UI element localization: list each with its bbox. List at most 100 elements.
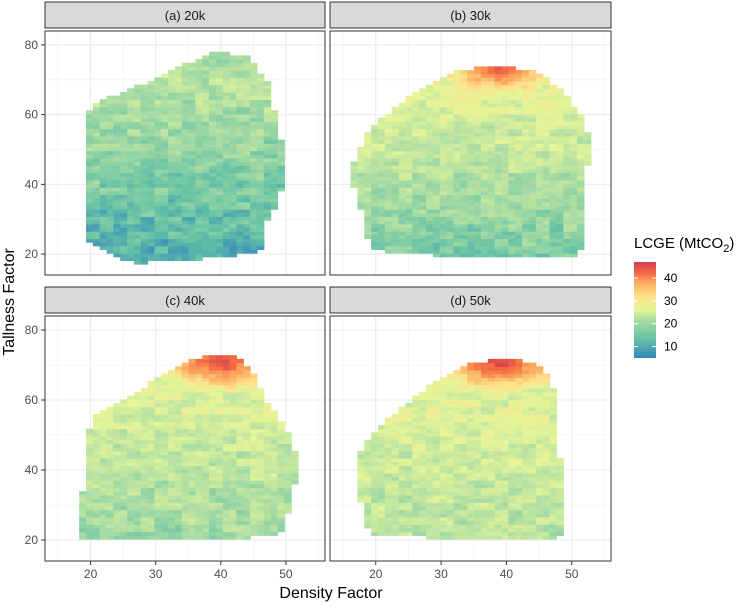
heatmap-cell (447, 143, 454, 147)
heatmap-cell (264, 458, 271, 462)
heatmap-cell (405, 121, 412, 125)
heatmap-cell (161, 238, 168, 242)
heatmap-cell (515, 231, 522, 235)
heatmap-cell (182, 488, 189, 492)
heatmap-cell (175, 158, 182, 162)
heatmap-cell (120, 443, 127, 447)
heatmap-cell (474, 513, 481, 517)
heatmap-cell (250, 158, 257, 162)
heatmap-cell (148, 495, 155, 499)
heatmap-cell (460, 194, 467, 198)
heatmap-cell (243, 202, 250, 206)
heatmap-cell (209, 143, 216, 147)
heatmap-cell (277, 432, 284, 436)
heatmap-cell (250, 528, 257, 532)
heatmap-cell (529, 154, 536, 158)
heatmap-cell (154, 257, 161, 261)
heatmap-cell (202, 465, 209, 469)
heatmap-cell (236, 231, 243, 235)
heatmap-cell (460, 114, 467, 118)
heatmap-cell (426, 147, 433, 151)
heatmap-cell (412, 443, 419, 447)
heatmap-cell (454, 129, 461, 133)
heatmap-cell (460, 418, 467, 422)
heatmap-cell (364, 220, 371, 224)
heatmap-cell (454, 443, 461, 447)
heatmap-cell (357, 473, 364, 477)
heatmap-cell (154, 521, 161, 525)
heatmap-cell (371, 454, 378, 458)
heatmap-cell (127, 173, 134, 177)
heatmap-cell (577, 231, 584, 235)
heatmap-cell (243, 513, 250, 517)
heatmap-cell (134, 209, 141, 213)
heatmap-cell (447, 432, 454, 436)
heatmap-cell (243, 524, 250, 528)
heatmap-cell (385, 465, 392, 469)
heatmap-cell (419, 99, 426, 103)
heatmap-cell (141, 473, 148, 477)
heatmap-cell (474, 436, 481, 440)
heatmap-cell (378, 476, 385, 480)
heatmap-cell (127, 535, 134, 539)
heatmap-cell (522, 224, 529, 228)
heatmap-cell (371, 169, 378, 173)
heatmap-cell (385, 454, 392, 458)
heatmap-cell (93, 187, 100, 191)
heatmap-cell (161, 510, 168, 514)
heatmap-cell (419, 458, 426, 462)
heatmap-cell (189, 140, 196, 144)
heatmap-cell (161, 495, 168, 499)
heatmap-cell (161, 407, 168, 411)
heatmap-cell (107, 429, 114, 433)
heatmap-cell (536, 205, 543, 209)
heatmap-cell (447, 92, 454, 96)
heatmap-cell (154, 231, 161, 235)
heatmap-cell (223, 458, 230, 462)
heatmap-cell (195, 418, 202, 422)
heatmap-cell (447, 403, 454, 407)
heatmap-cell (154, 249, 161, 253)
heatmap-cell (447, 114, 454, 118)
heatmap-cell (107, 143, 114, 147)
heatmap-cell (508, 143, 515, 147)
heatmap-cell (264, 184, 271, 188)
heatmap-cell (440, 88, 447, 92)
heatmap-cell (277, 517, 284, 521)
heatmap-cell (550, 162, 557, 166)
heatmap-cell (454, 381, 461, 385)
heatmap-cell (182, 74, 189, 78)
heatmap-cell (399, 191, 406, 195)
heatmap-cell (113, 136, 120, 140)
heatmap-cell (481, 118, 488, 122)
heatmap-cell (230, 388, 237, 392)
heatmap-cell (474, 81, 481, 85)
heatmap-cell (440, 129, 447, 133)
heatmap-cell (447, 436, 454, 440)
heatmap-cell (454, 513, 461, 517)
heatmap-cell (189, 418, 196, 422)
heatmap-cell (141, 499, 148, 503)
heatmap-cell (433, 532, 440, 536)
heatmap-cell (440, 220, 447, 224)
heatmap-cell (392, 238, 399, 242)
heatmap-cell (399, 249, 406, 253)
heatmap-cell (120, 418, 127, 422)
heatmap-cell (168, 458, 175, 462)
heatmap-cell (460, 451, 467, 455)
heatmap-cell (175, 198, 182, 202)
heatmap-cell (460, 220, 467, 224)
heatmap-cell (141, 388, 148, 392)
heatmap-cell (107, 513, 114, 517)
heatmap-cell (168, 187, 175, 191)
heatmap-cell (508, 205, 515, 209)
heatmap-cell (536, 107, 543, 111)
heatmap-cell (474, 253, 481, 257)
heatmap-cell (405, 473, 412, 477)
heatmap-cell (467, 454, 474, 458)
heatmap-cell (277, 143, 284, 147)
heatmap-cell (433, 410, 440, 414)
heatmap-cell (182, 535, 189, 539)
heatmap-cell (107, 198, 114, 202)
heatmap-cell (460, 517, 467, 521)
